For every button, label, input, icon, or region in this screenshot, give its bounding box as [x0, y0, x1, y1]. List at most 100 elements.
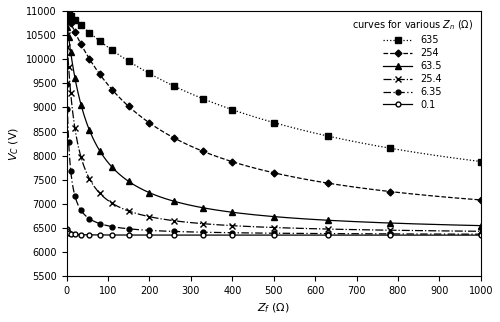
635	[78, 24, 84, 27]
25.4	[478, 229, 484, 233]
0.1	[478, 233, 484, 237]
25.4	[146, 215, 152, 219]
635	[72, 18, 78, 22]
25.4	[200, 222, 206, 226]
Line: 254: 254	[64, 11, 483, 202]
0.1	[64, 229, 70, 233]
6.35	[200, 230, 206, 234]
254	[324, 181, 330, 185]
635	[230, 108, 235, 112]
6.35	[64, 108, 70, 111]
25.4	[72, 126, 78, 130]
63.5	[126, 179, 132, 183]
25.4	[64, 45, 70, 49]
63.5	[78, 103, 84, 107]
63.5	[66, 35, 71, 39]
6.35	[126, 227, 132, 231]
635	[64, 11, 70, 14]
Line: 6.35: 6.35	[64, 81, 483, 237]
254	[86, 57, 92, 61]
254	[146, 121, 152, 125]
6.35	[386, 232, 392, 236]
63.5	[96, 149, 102, 153]
254	[270, 171, 276, 175]
6.35	[230, 231, 235, 235]
63.5	[270, 215, 276, 219]
25.4	[386, 228, 392, 232]
63.5	[146, 191, 152, 194]
635	[66, 12, 71, 16]
0.1	[68, 232, 73, 236]
X-axis label: $Z_f$ ($\Omega$): $Z_f$ ($\Omega$)	[258, 301, 290, 315]
Legend: 635, 254, 63.5, 25.4, 6.35, 0.1: 635, 254, 63.5, 25.4, 6.35, 0.1	[348, 16, 476, 113]
635	[386, 146, 392, 150]
6.35	[78, 208, 84, 212]
635	[86, 31, 92, 34]
63.5	[64, 19, 70, 23]
6.35	[72, 194, 78, 198]
254	[109, 88, 115, 91]
635	[146, 71, 152, 75]
0.1	[96, 233, 102, 237]
635	[109, 48, 115, 52]
0.1	[324, 233, 330, 237]
63.5	[172, 199, 177, 203]
0.1	[86, 233, 92, 237]
63.5	[64, 25, 70, 29]
63.5	[68, 51, 73, 54]
0.1	[66, 231, 71, 235]
6.35	[96, 222, 102, 225]
0.1	[230, 233, 235, 237]
Line: 635: 635	[64, 9, 484, 164]
63.5	[324, 218, 330, 222]
254	[126, 105, 132, 109]
254	[68, 21, 73, 25]
25.4	[64, 33, 70, 36]
6.35	[478, 232, 484, 236]
254	[64, 12, 70, 15]
25.4	[86, 177, 92, 181]
0.1	[172, 233, 177, 237]
635	[200, 97, 206, 101]
25.4	[230, 224, 235, 228]
0.1	[200, 233, 206, 237]
25.4	[270, 226, 276, 230]
0.1	[126, 233, 132, 237]
25.4	[68, 91, 73, 95]
635	[478, 160, 484, 164]
25.4	[66, 65, 71, 69]
635	[126, 59, 132, 63]
6.35	[324, 232, 330, 235]
0.1	[386, 233, 392, 237]
254	[66, 16, 71, 20]
254	[72, 30, 78, 34]
Line: 63.5: 63.5	[64, 18, 484, 228]
0.1	[64, 227, 70, 231]
254	[96, 72, 102, 76]
254	[478, 198, 484, 202]
254	[78, 43, 84, 46]
63.5	[230, 210, 235, 214]
6.35	[68, 169, 73, 173]
Line: 0.1: 0.1	[64, 227, 483, 238]
635	[270, 121, 276, 125]
Line: 25.4: 25.4	[64, 32, 484, 234]
635	[96, 39, 102, 43]
254	[386, 190, 392, 194]
6.35	[66, 140, 71, 144]
254	[64, 13, 70, 17]
63.5	[72, 76, 78, 80]
25.4	[96, 191, 102, 195]
6.35	[64, 82, 70, 86]
63.5	[109, 165, 115, 169]
6.35	[86, 217, 92, 221]
63.5	[478, 224, 484, 228]
25.4	[324, 227, 330, 231]
0.1	[78, 233, 84, 237]
635	[172, 84, 177, 88]
63.5	[86, 128, 92, 132]
6.35	[109, 225, 115, 229]
25.4	[109, 201, 115, 205]
635	[68, 14, 73, 18]
6.35	[146, 228, 152, 232]
